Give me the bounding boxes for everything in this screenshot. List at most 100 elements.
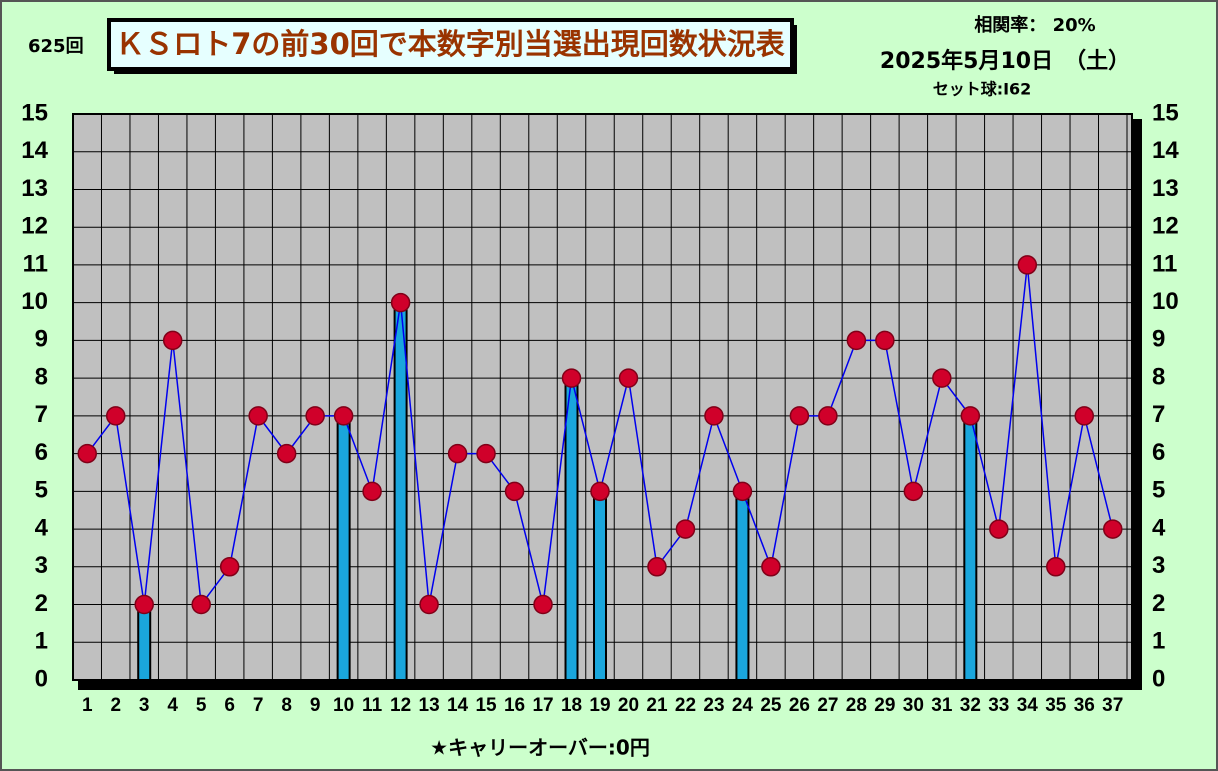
y-tick-label: 0 xyxy=(35,665,48,692)
marker xyxy=(704,406,724,426)
chart-title: ＫＳロト7の前30回で本数字別当選出現回数状況表 xyxy=(115,27,785,61)
y-tick-label: 1 xyxy=(35,628,48,655)
marker xyxy=(447,443,468,464)
marker xyxy=(903,481,924,502)
bar xyxy=(564,377,579,681)
marker xyxy=(105,406,126,426)
y-tick-label: 14 xyxy=(21,137,48,164)
x-tick-label: 22 xyxy=(675,695,696,716)
x-tick-label: 27 xyxy=(817,695,838,716)
y2-tick-label: 9 xyxy=(1152,326,1165,353)
y-tick-label: 7 xyxy=(35,401,48,428)
y2-tick-label: 5 xyxy=(1152,477,1165,504)
y2-tick-label: 10 xyxy=(1152,288,1179,315)
marker xyxy=(647,557,667,577)
y-tick-label: 13 xyxy=(21,175,48,202)
marker xyxy=(333,406,354,426)
marker xyxy=(789,406,810,426)
x-tick-label: 31 xyxy=(931,695,953,716)
marker xyxy=(390,292,411,313)
x-tick-label: 24 xyxy=(732,695,754,716)
marker xyxy=(419,594,439,615)
x-tick-label: 18 xyxy=(561,695,582,716)
y2-tick-label: 0 xyxy=(1152,665,1165,692)
x-tick-label: 36 xyxy=(1074,695,1095,716)
title-box xyxy=(107,18,794,71)
x-tick-label: 29 xyxy=(874,695,895,716)
x-tick-label: 37 xyxy=(1102,695,1123,716)
y-tick-label: 3 xyxy=(35,552,48,579)
x-tick-label: 1 xyxy=(82,695,93,716)
y2-tick-label: 8 xyxy=(1152,363,1165,390)
x-tick-label: 25 xyxy=(760,695,782,716)
x-tick-label: 15 xyxy=(475,695,497,716)
x-tick-label: 11 xyxy=(362,695,383,716)
x-tick-label: 2 xyxy=(110,695,121,716)
marker xyxy=(476,443,496,464)
marker xyxy=(960,406,981,426)
x-tick-label: 32 xyxy=(960,695,981,716)
y2-tick-label: 6 xyxy=(1152,439,1165,466)
marker xyxy=(761,557,781,577)
marker xyxy=(533,594,553,615)
y-tick-label: 10 xyxy=(21,288,48,315)
correlation: 相関率： 20% xyxy=(974,14,1095,36)
bar xyxy=(963,414,978,681)
x-tick-label: 5 xyxy=(196,695,207,716)
marker xyxy=(590,481,610,502)
y2-tick-label: 7 xyxy=(1152,401,1165,428)
x-tick-label: 14 xyxy=(447,695,469,716)
x-tick-label: 23 xyxy=(703,695,724,716)
marker xyxy=(1017,255,1038,275)
x-tick-label: 4 xyxy=(167,695,178,716)
x-tick-label: 10 xyxy=(333,695,354,716)
marker xyxy=(77,443,97,464)
marker xyxy=(989,519,1009,539)
marker xyxy=(561,368,582,388)
marker xyxy=(276,443,297,464)
x-tick-label: 13 xyxy=(419,695,440,716)
footer: ★キャリーオーバー:0円 xyxy=(430,736,650,760)
marker xyxy=(305,406,325,426)
y-tick-label: 5 xyxy=(35,477,48,504)
y-tick-label: 2 xyxy=(35,590,48,617)
marker xyxy=(1103,519,1123,539)
y2-tick-label: 12 xyxy=(1152,213,1179,240)
x-tick-label: 30 xyxy=(903,695,924,716)
y2-tick-label: 1 xyxy=(1152,628,1165,655)
bar xyxy=(137,603,152,681)
marker xyxy=(1046,557,1066,577)
y-tick-label: 12 xyxy=(21,213,48,240)
marker xyxy=(675,519,696,539)
x-tick-label: 33 xyxy=(988,695,1009,716)
marker xyxy=(732,481,753,502)
marker xyxy=(932,368,952,388)
bar xyxy=(735,490,750,682)
bar xyxy=(393,301,408,681)
draw-number: 625回 xyxy=(28,36,84,57)
marker xyxy=(818,406,838,426)
marker xyxy=(875,330,895,351)
bar xyxy=(336,414,351,681)
y-tick-label: 6 xyxy=(35,439,48,466)
x-tick-label: 34 xyxy=(1017,695,1039,716)
set-ball: セット球:I62 xyxy=(933,80,1032,99)
marker xyxy=(1074,406,1095,426)
y2-tick-label: 2 xyxy=(1152,590,1165,617)
y-tick-label: 4 xyxy=(35,514,49,541)
x-tick-label: 6 xyxy=(224,695,235,716)
marker xyxy=(846,330,867,351)
bar xyxy=(593,490,607,682)
marker xyxy=(134,594,154,615)
x-tick-label: 26 xyxy=(789,695,810,716)
date: 2025年5月10日 （土） xyxy=(880,48,1130,74)
x-tick-label: 35 xyxy=(1045,695,1067,716)
marker xyxy=(219,557,240,577)
x-tick-label: 9 xyxy=(310,695,321,716)
y2-tick-label: 4 xyxy=(1152,514,1166,541)
x-tick-label: 3 xyxy=(139,695,150,716)
y2-tick-label: 15 xyxy=(1152,99,1179,126)
y-tick-label: 9 xyxy=(35,326,48,353)
x-tick-label: 19 xyxy=(589,695,610,716)
